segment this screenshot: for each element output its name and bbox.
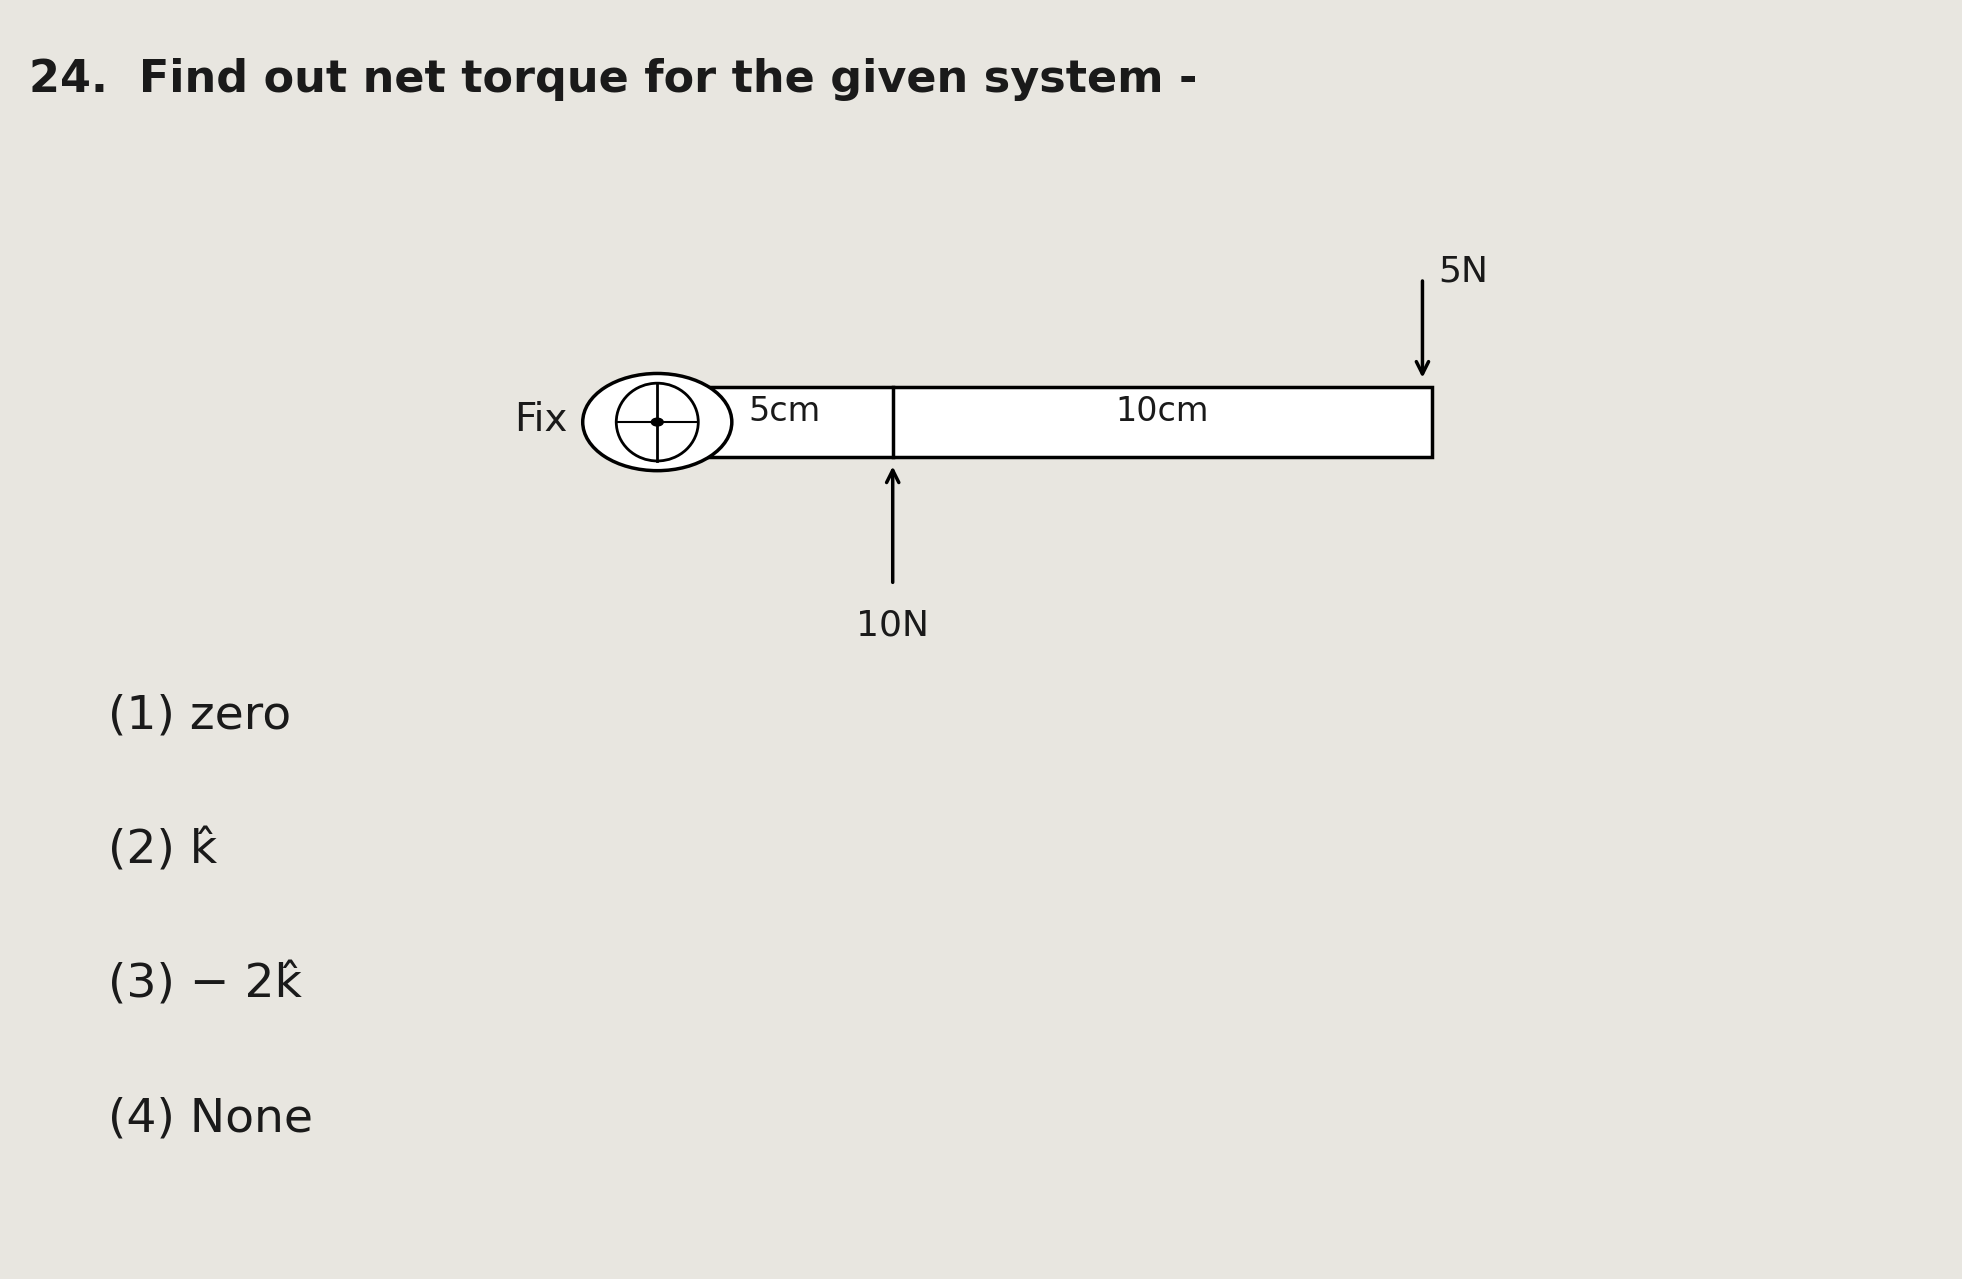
Text: (1) zero: (1) zero — [108, 693, 290, 739]
Text: 10cm: 10cm — [1116, 395, 1209, 428]
Circle shape — [583, 373, 732, 471]
Text: 24.  Find out net torque for the given system -: 24. Find out net torque for the given sy… — [29, 58, 1199, 101]
Text: 5N: 5N — [1438, 255, 1487, 289]
Text: Fix: Fix — [514, 400, 567, 439]
Ellipse shape — [616, 384, 698, 460]
Text: (4) None: (4) None — [108, 1096, 312, 1142]
Bar — [657, 386, 1432, 457]
Circle shape — [651, 418, 663, 426]
Text: 5cm: 5cm — [749, 395, 820, 428]
Text: (2) k̂: (2) k̂ — [108, 828, 218, 874]
Text: 10N: 10N — [855, 608, 930, 642]
Text: (3) − 2k̂: (3) − 2k̂ — [108, 962, 302, 1008]
